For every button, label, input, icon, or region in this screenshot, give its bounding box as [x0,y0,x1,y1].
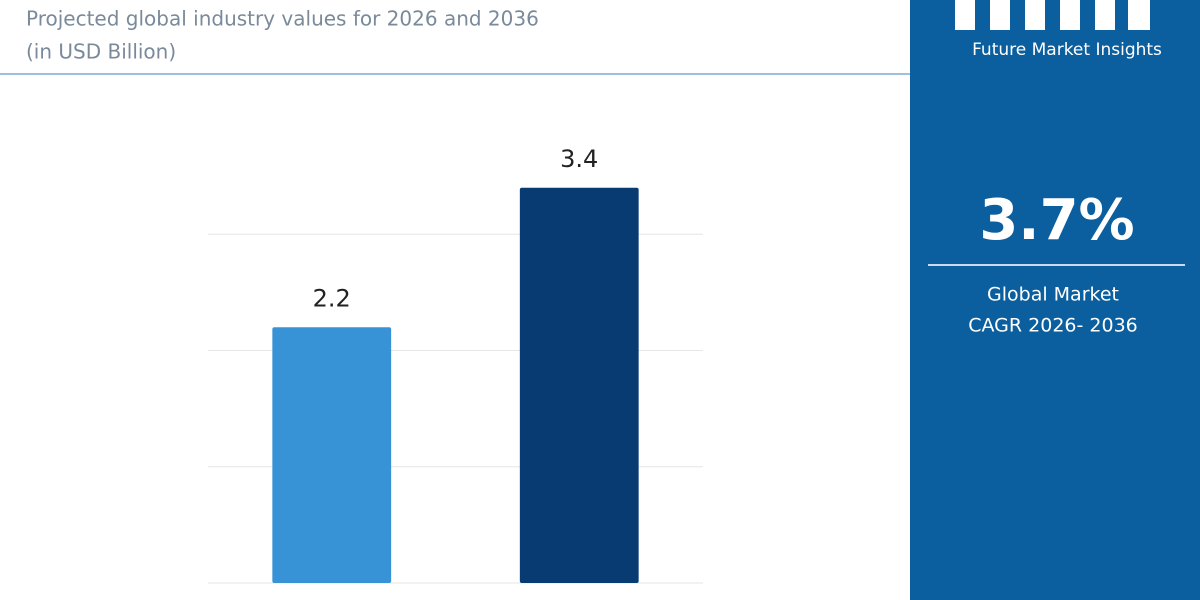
bar [272,327,392,583]
logo [955,0,1150,30]
subtitle: (in USD Billion) [26,40,176,64]
side-panel [910,0,1200,600]
title: Projected global industry values for 202… [26,7,539,31]
bar [519,187,639,583]
data-label: 2.2 [313,284,351,312]
caption: CAGR 2026- 2036 [968,315,1138,337]
data-label: 3.4 [560,145,598,173]
cagr-value: 3.7% [979,188,1134,253]
caption: Global Market [987,284,1119,306]
brand: Future Market Insights [972,40,1162,60]
